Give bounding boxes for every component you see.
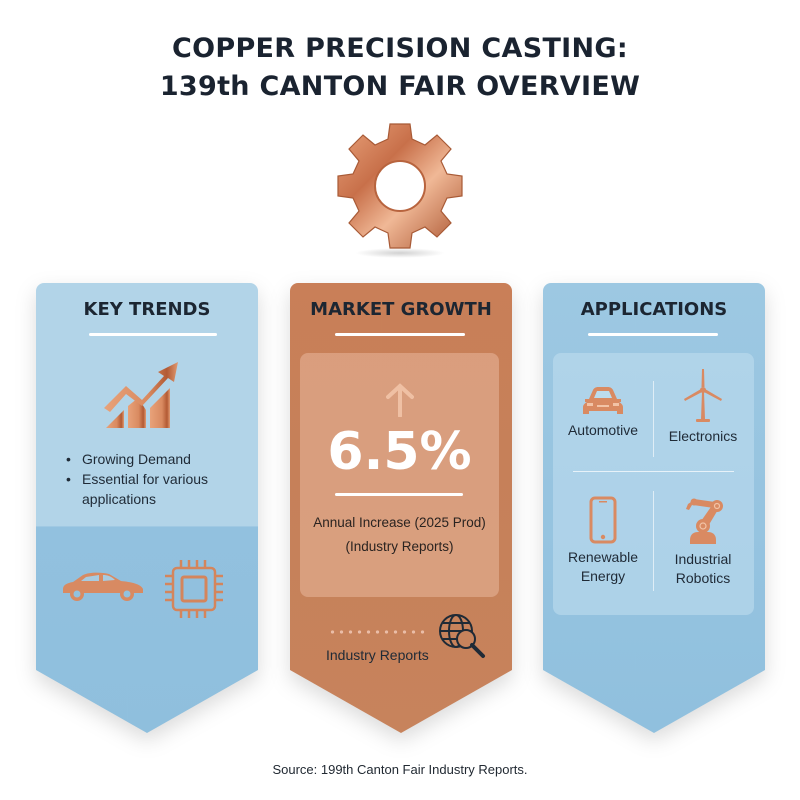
application-label: Automotive (567, 422, 639, 438)
page-title: COPPER PRECISION CASTING: 139th CANTON F… (0, 30, 800, 106)
heading-divider (588, 333, 718, 336)
market-growth-heading: MARKET GROWTH (310, 299, 492, 320)
grid-divider-horizontal (573, 471, 734, 472)
bullet-item: Growing Demand (64, 449, 244, 469)
key-trends-list: Growing Demand Essential for various app… (64, 449, 244, 509)
key-trends-heading: KEY TRENDS (83, 299, 211, 320)
label-line-2: Robotics (675, 570, 731, 586)
dotted-divider (328, 630, 428, 634)
caption-line-1: Annual Increase (2025 Prod) (313, 515, 486, 530)
wind-turbine-icon (684, 369, 722, 422)
growth-percentage: 6.5% (327, 422, 472, 482)
growth-caption: Annual Increase (2025 Prod) (Industry Re… (300, 511, 499, 559)
bullet-item: Essential for various applications (64, 469, 244, 509)
key-trends-panel: KEY TRENDS Growing Demand Essential for … (36, 283, 258, 733)
arrow-up-icon (386, 383, 414, 417)
growth-stat-card: 6.5% Annual Increase (2025 Prod) (Indust… (300, 353, 499, 597)
applications-heading: APPLICATIONS (580, 299, 728, 320)
trend-chart-icon (104, 362, 178, 428)
market-growth-panel: MARKET GROWTH 6.5% Annual Increase (2025… (290, 283, 512, 733)
gear-icon (337, 123, 463, 249)
applications-grid: Automotive Electronics (553, 353, 754, 615)
application-label: Electronics (668, 428, 738, 444)
smartphone-icon (589, 496, 617, 544)
caption-line-2: (Industry Reports) (345, 539, 454, 554)
gear-shadow (355, 248, 445, 258)
application-label: Industrial Robotics (653, 550, 753, 588)
label-line-1: Industrial (674, 551, 732, 567)
heading-divider (335, 333, 465, 336)
stat-divider (335, 493, 463, 496)
application-item-automotive: Automotive (553, 387, 653, 440)
applications-panel: APPLICATIONS Automotive (543, 283, 765, 733)
application-item-industrial-robotics: Industrial Robotics (653, 496, 753, 588)
application-item-electronics: Electronics (653, 367, 753, 446)
source-footnote: Source: 199th Canton Fair Industry Repor… (272, 762, 528, 777)
car-icon (63, 572, 143, 601)
label-line-2: Energy (580, 568, 626, 584)
microchip-icon (165, 560, 223, 618)
robot-arm-icon (686, 498, 723, 544)
title-line-1: COPPER PRECISION CASTING: (172, 33, 628, 64)
car-front-icon (583, 387, 623, 414)
heading-divider (89, 333, 217, 336)
globe-search-icon (439, 614, 485, 658)
application-item-renewable-energy: Renewable Energy (553, 496, 653, 586)
application-label: Renewable Energy (553, 548, 653, 586)
grid-divider-vertical (653, 491, 654, 591)
grid-divider-vertical (653, 381, 654, 457)
title-line-2: 139th CANTON FAIR OVERVIEW (159, 71, 641, 102)
label-line-1: Renewable (567, 549, 639, 565)
industry-reports-label: Industry Reports (326, 647, 429, 663)
